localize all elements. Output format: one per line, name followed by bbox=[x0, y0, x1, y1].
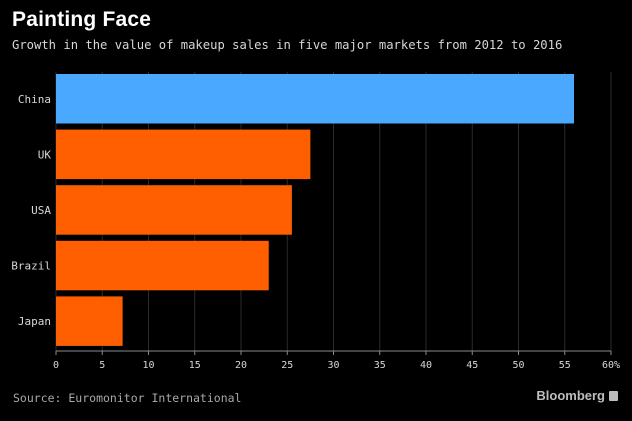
x-tick-label: 40 bbox=[420, 360, 432, 371]
bars bbox=[56, 74, 574, 346]
bar-japan bbox=[56, 296, 123, 346]
brand-icon bbox=[609, 390, 618, 401]
x-axis: 0 5 10 15 20 25 30 35 40 45 50 55 60% bbox=[53, 350, 620, 371]
x-tick-label: 60% bbox=[602, 360, 620, 371]
category-label: Japan bbox=[18, 315, 51, 328]
x-tick-label: 55 bbox=[559, 360, 571, 371]
x-tick-label: 35 bbox=[374, 360, 386, 371]
bar-brazil bbox=[56, 240, 269, 291]
x-tick-label: 25 bbox=[281, 360, 293, 371]
x-tick-label: 5 bbox=[99, 360, 105, 371]
bar-usa bbox=[56, 185, 292, 235]
x-tick-label: 20 bbox=[235, 360, 247, 371]
chart-title: Painting Face bbox=[12, 8, 152, 31]
x-tick-label: 50 bbox=[512, 360, 524, 371]
source-note: Source: Euromonitor International bbox=[13, 391, 242, 405]
brand-logo: Bloomberg bbox=[536, 388, 618, 403]
category-label: UK bbox=[38, 148, 52, 161]
brand-name: Bloomberg bbox=[536, 388, 605, 403]
bar-china bbox=[56, 74, 574, 124]
category-label: China bbox=[18, 93, 51, 106]
x-tick-label: 30 bbox=[327, 360, 339, 371]
x-tick-label: 45 bbox=[466, 360, 478, 371]
chart-subtitle: Growth in the value of makeup sales in f… bbox=[12, 38, 563, 52]
category-label: USA bbox=[31, 204, 51, 217]
category-label: Brazil bbox=[11, 260, 51, 273]
x-tick-label: 0 bbox=[53, 360, 59, 371]
bar-uk bbox=[56, 129, 311, 180]
category-labels: China UK USA Brazil Japan bbox=[11, 93, 51, 328]
x-tick-label: 15 bbox=[189, 360, 201, 371]
x-tick-label: 10 bbox=[142, 360, 154, 371]
